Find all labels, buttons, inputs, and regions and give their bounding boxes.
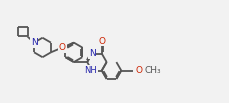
Text: O: O xyxy=(136,66,143,75)
Text: O: O xyxy=(59,43,66,52)
Text: O: O xyxy=(98,37,105,46)
Text: NH: NH xyxy=(85,66,97,75)
Text: CH₃: CH₃ xyxy=(144,66,161,75)
Text: N: N xyxy=(89,49,95,58)
Text: N: N xyxy=(31,38,38,47)
